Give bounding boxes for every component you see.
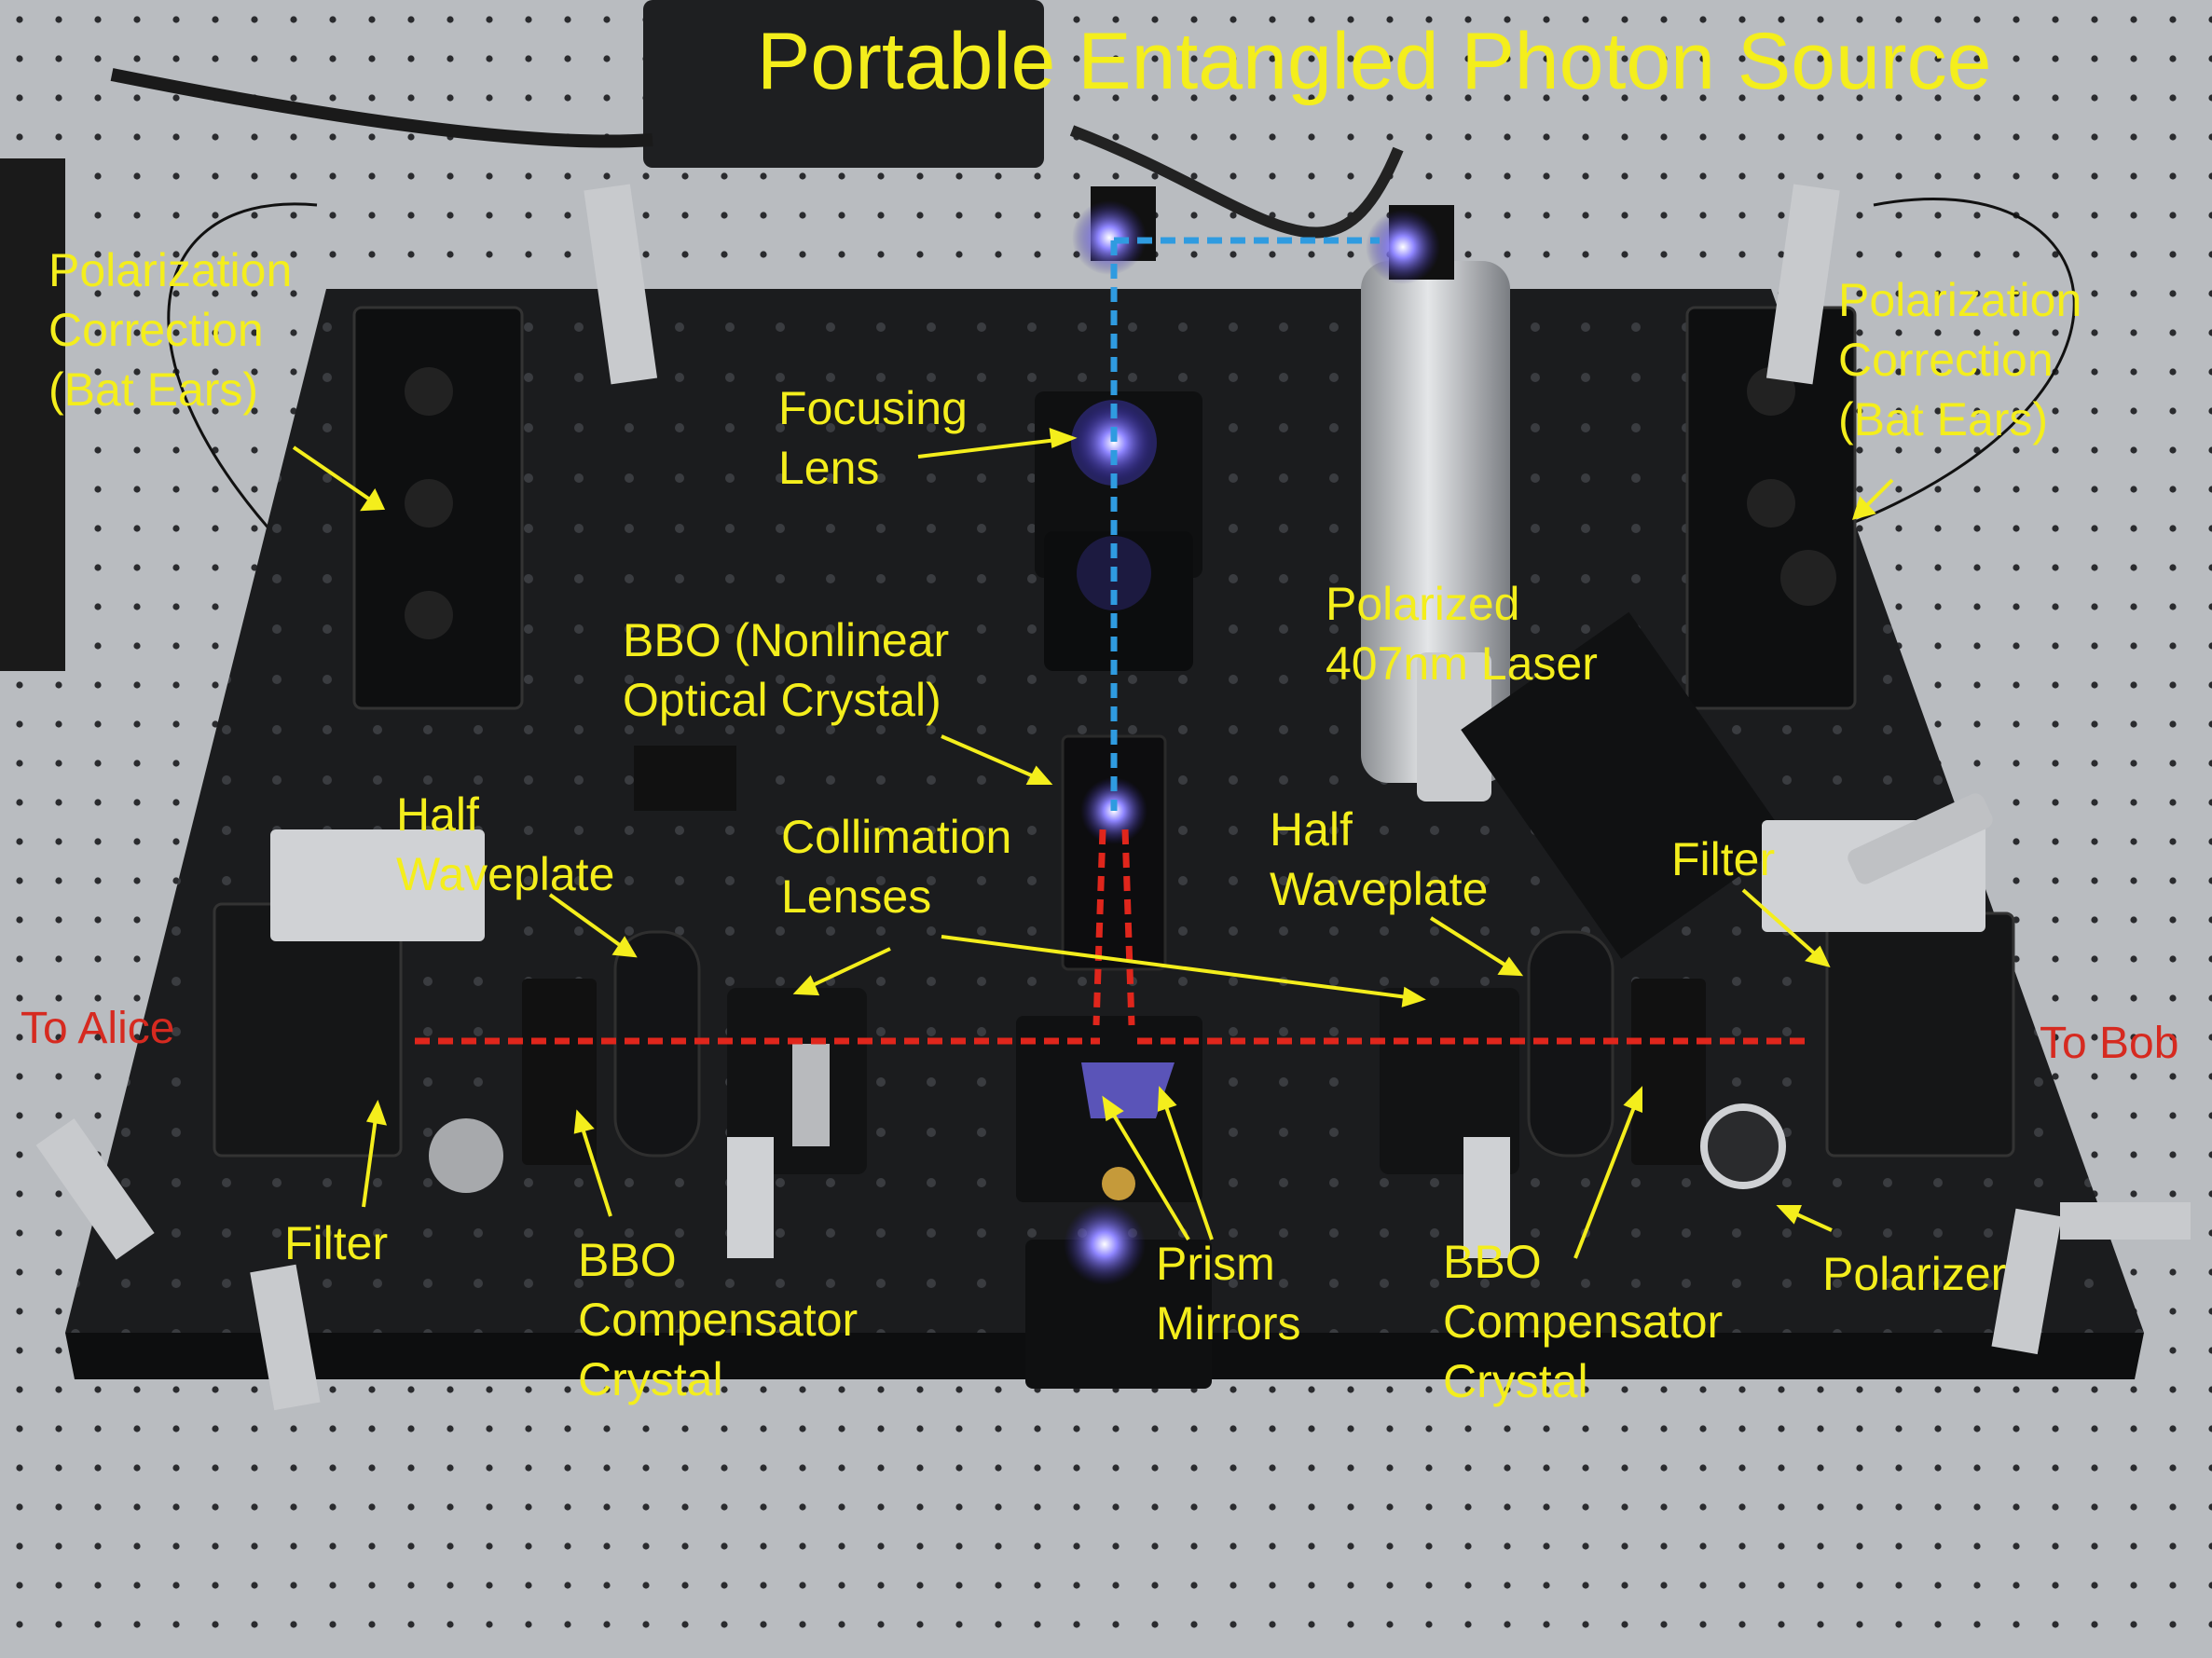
right-bbo-compensator [1631,979,1706,1165]
right-collimation-lens [1380,988,1519,1174]
label-collimation-lenses: Collimation Lenses [781,811,1012,923]
label-polarization-correction-right: Polarization Correction (Bat Ears) [1838,274,2082,445]
entangled-beam [415,829,1813,1045]
bracket [35,1118,155,1260]
label-to-alice: To Alice [21,1004,175,1053]
bracket [1765,184,1840,385]
right-filter-mount [1825,911,2015,1158]
bracket [1991,1208,2062,1355]
label-bbo-compensator-left: BBO Compensator Crystal [578,1234,859,1405]
laser-connector [1417,652,1491,802]
label-bbo-compensator-right: BBO Compensator Crystal [1443,1236,1724,1407]
photo-title: Portable Entangled Photon Source [757,17,1992,106]
cable [1069,125,1404,239]
label-half-waveplate-left: Half Waveplate [396,788,615,900]
label-filter-left: Filter [284,1217,389,1269]
label-half-waveplate-right: Half Waveplate [1270,803,1489,915]
power-supply [643,0,1044,168]
bbo-crystal-mount [1061,734,1167,971]
label-prism-mirrors: Prism Mirrors [1156,1238,1301,1350]
label-polarized-laser: Polarized 407nm Laser [1326,578,1598,690]
label-polarization-correction-left: Polarization Correction (Bat Ears) [48,244,293,416]
lower-mirror-mount [1025,1240,1212,1389]
label-polarizer: Polarizer [1822,1248,2007,1300]
label-to-bob: To Bob [2040,1019,2179,1068]
left-instrument [0,158,65,671]
pump-beam [1110,237,1380,811]
cable [110,68,653,148]
label-bbo-nonlinear-crystal: BBO (Nonlinear Optical Crystal) [623,614,950,726]
label-filter-right: Filter [1671,833,1776,885]
fiber [1854,198,2076,524]
bracket [250,1264,321,1411]
bracket [584,184,658,385]
label-focusing-lens: Focusing Lens [778,382,968,494]
label-arrows [292,428,1894,1259]
left-micrometer [270,829,485,941]
bracket [2060,1202,2191,1240]
